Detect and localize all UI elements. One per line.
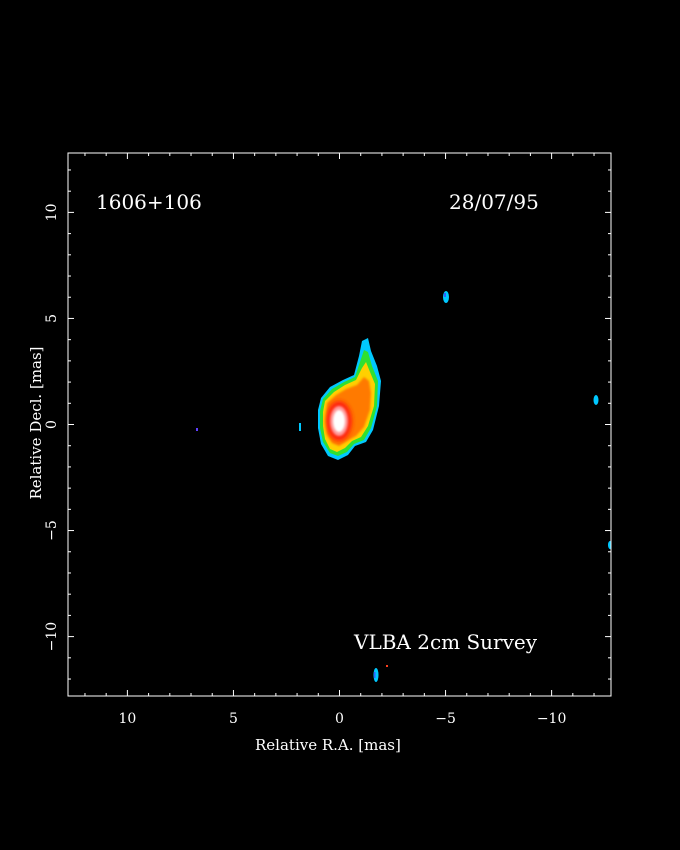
noise-blob xyxy=(593,395,599,405)
y-tick-label: −10 xyxy=(44,622,60,652)
y-tick-label: −5 xyxy=(44,520,60,541)
y-tick-label: 10 xyxy=(44,203,60,221)
x-tick-label: −5 xyxy=(435,711,456,727)
x-tick-label: 0 xyxy=(335,711,344,727)
x-tick-label: −10 xyxy=(537,711,567,727)
x-tick-label: 10 xyxy=(118,711,136,727)
radio-emission xyxy=(196,291,611,682)
axis-tick-labels: 10 5 0 −5 −10 10 5 0 −5 −10 xyxy=(44,203,566,727)
core-white xyxy=(333,410,345,432)
noise-blob xyxy=(373,668,379,682)
y-tick-label: 0 xyxy=(44,420,60,429)
axis-ticks xyxy=(68,153,611,696)
x-tick-label: 5 xyxy=(229,711,238,727)
noise-blob xyxy=(608,541,611,549)
noise-blob xyxy=(196,428,198,431)
noise-blob xyxy=(386,665,388,667)
epoch-date-label: 28/07/95 xyxy=(449,190,539,214)
noise-blob xyxy=(444,293,446,297)
y-tick-label: 5 xyxy=(44,314,60,323)
noise-blob xyxy=(374,672,376,678)
survey-name-label: VLBA 2cm Survey xyxy=(354,630,538,654)
noise-blob xyxy=(299,423,301,431)
x-axis-title: Relative R.A. [mas] xyxy=(255,736,401,754)
source-name-label: 1606+106 xyxy=(96,190,202,214)
y-axis-title: Relative Decl. [mas] xyxy=(27,346,45,500)
